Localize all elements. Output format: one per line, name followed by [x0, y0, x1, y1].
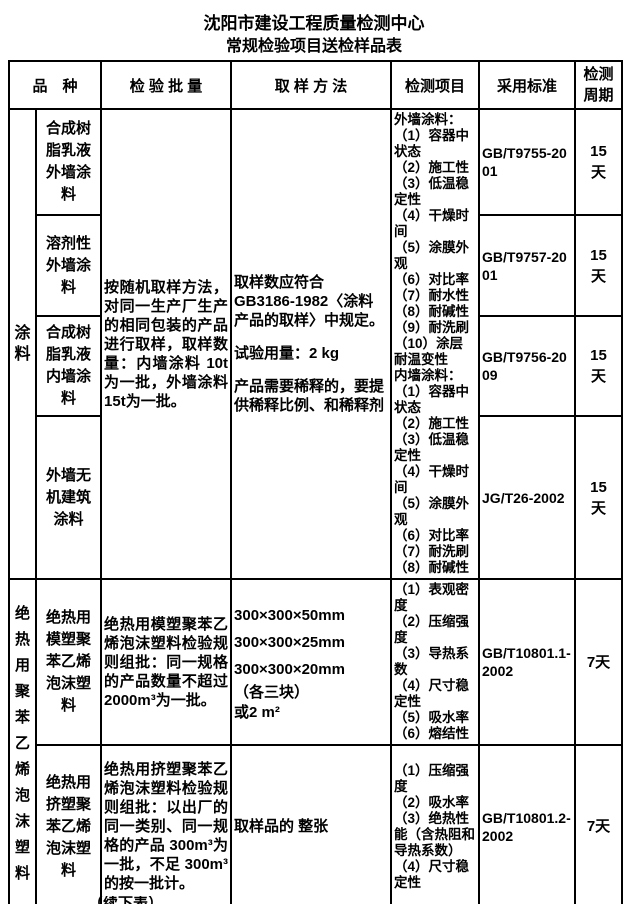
header-standard: 采用标准 — [478, 60, 577, 110]
sample-sizes: 300×300×50mm 300×300×25mm 300×300×20mm — [234, 606, 345, 678]
batch-rule-extruded-eps: 绝热用挤塑聚苯乙烯泡沫塑料检验规则组批：以出厂的同一类别、同一规格的产品 300… — [100, 744, 233, 904]
table-row: 涂 料 合成树 脂乳液 外墙涂 料 按随机取样方法，对同一生产厂生产的相同包装的… — [8, 108, 624, 580]
period-cell: 15 天 — [574, 415, 624, 580]
category-eps-foam: 绝 热 用 聚 苯 乙 烯 泡 沫 塑 料 — [8, 578, 37, 904]
sampling-method-extruded-eps: 取样品的 整张 — [230, 744, 393, 904]
subtype-exterior-inorganic: 外墙无 机建筑 涂料 — [34, 415, 103, 580]
subtype-synthetic-resin-exterior: 合成树 脂乳液 外墙涂 料 — [34, 108, 103, 216]
period-cell: 15 天 — [574, 315, 624, 417]
sample-note-area: 或2 m² — [234, 703, 280, 721]
subtype-molded-eps: 绝热用 模塑聚 苯乙烯 泡沫塑 料 — [34, 578, 103, 746]
test-items-coatings: 外墙涂料： （1）容器中状态 （2）施工性 （3）低温稳定性 （4）干燥时间 （… — [390, 108, 481, 580]
category-coatings: 涂 料 — [8, 108, 37, 580]
header-sampling: 取 样 方 法 — [230, 60, 393, 110]
period-cell: 15 天 — [574, 214, 624, 317]
subtype-solvent-exterior: 溶剂性 外墙涂 料 — [34, 214, 103, 317]
document-title-block: 沈阳市建设工程质量检测中心 常规检验项目送检样品表 — [0, 12, 628, 58]
standard-gbt9756: GB/T9756-2009 — [478, 315, 577, 417]
period-cell: 7天 — [574, 744, 624, 904]
sampling-paragraph-1: 取样数应符合 GB3186-1982〈涂料产品的取样〉中规定。 — [234, 274, 385, 329]
sampling-method-molded-eps: 300×300×50mm 300×300×25mm 300×300×20mm （… — [230, 578, 393, 746]
header-row: 品 种 检 验 批 量 取 样 方 法 检测项目 采用标准 检测 周期 — [7, 60, 624, 110]
standard-gbt9757: GB/T9757-2001 — [478, 214, 577, 317]
header-batch: 检 验 批 量 — [100, 60, 233, 110]
test-items-extruded-eps: （1）压缩强度 （2）吸水率 （3）绝热性能（含热阻和导热系数） （4）尺寸稳定… — [390, 744, 481, 904]
sampling-method-coatings: 取样数应符合 GB3186-1982〈涂料产品的取样〉中规定。 试验用量：2 k… — [230, 108, 393, 580]
test-items-molded-eps: （1）表观密度 （2）压缩强度 （3）导热系数 （4）尺寸稳定性 （5）吸水率 … — [390, 578, 481, 746]
subtype-synthetic-resin-interior: 合成树 脂乳液 内墙涂 料 — [34, 315, 103, 417]
document-subtitle: 常规检验项目送检样品表 — [225, 38, 402, 55]
batch-rule-coatings: 按随机取样方法，对同一生产厂生产的相同包装的产品进行取样，取样数量：内墙涂料 1… — [100, 108, 233, 580]
period-cell: 7天 — [574, 578, 624, 746]
standard-gbt10801-1: GB/T10801.1-2002 — [478, 578, 577, 746]
table-row: 绝 热 用 聚 苯 乙 烯 泡 沫 塑 料 绝热用 模塑聚 苯乙烯 泡沫塑 料 … — [8, 578, 624, 904]
sampling-paragraph-2: 试验用量：2 kg — [234, 345, 340, 362]
sampling-paragraph-3: 产品需要稀释的，要提供稀释比例、和稀释剂 — [234, 378, 385, 414]
header-items: 检测项目 — [390, 60, 481, 110]
header-category: 品 种 — [7, 60, 103, 110]
standard-gbt9755: GB/T9755-2001 — [478, 108, 577, 216]
table-row: 溶剂性 外墙涂 料 GB/T9757-2001 15 天 — [9, 214, 624, 317]
sample-note-pieces: （各三块） — [234, 683, 310, 701]
batch-rule-molded-eps: 绝热用模塑聚苯乙烯泡沫塑料检验规则组批：同一规格的产品数量不超过2000m³为一… — [100, 578, 233, 746]
standard-jgt26: JG/T26-2002 — [478, 415, 577, 580]
header-period: 检测 周期 — [574, 60, 624, 110]
table-row: 外墙无 机建筑 涂料 JG/T26-2002 15 天 — [9, 415, 624, 580]
cutoff-text-fragment: （续下表） — [88, 896, 248, 904]
table-row: 绝热用 挤塑聚 苯乙烯 泡沫塑 料 绝热用挤塑聚苯乙烯泡沫塑料检验规则组批：以出… — [9, 744, 624, 904]
document-title: 沈阳市建设工程质量检测中心 — [203, 14, 425, 33]
period-cell: 15 天 — [574, 108, 624, 216]
standard-gbt10801-2: GB/T10801.2-2002 — [478, 744, 577, 904]
table-row: 合成树 脂乳液 内墙涂 料 GB/T9756-2009 15 天 — [9, 315, 624, 417]
subtype-extruded-eps: 绝热用 挤塑聚 苯乙烯 泡沫塑 料 — [34, 744, 103, 904]
inspection-sample-table: 品 种 检 验 批 量 取 样 方 法 检测项目 采用标准 检测 周期 涂 料 … — [7, 60, 624, 904]
